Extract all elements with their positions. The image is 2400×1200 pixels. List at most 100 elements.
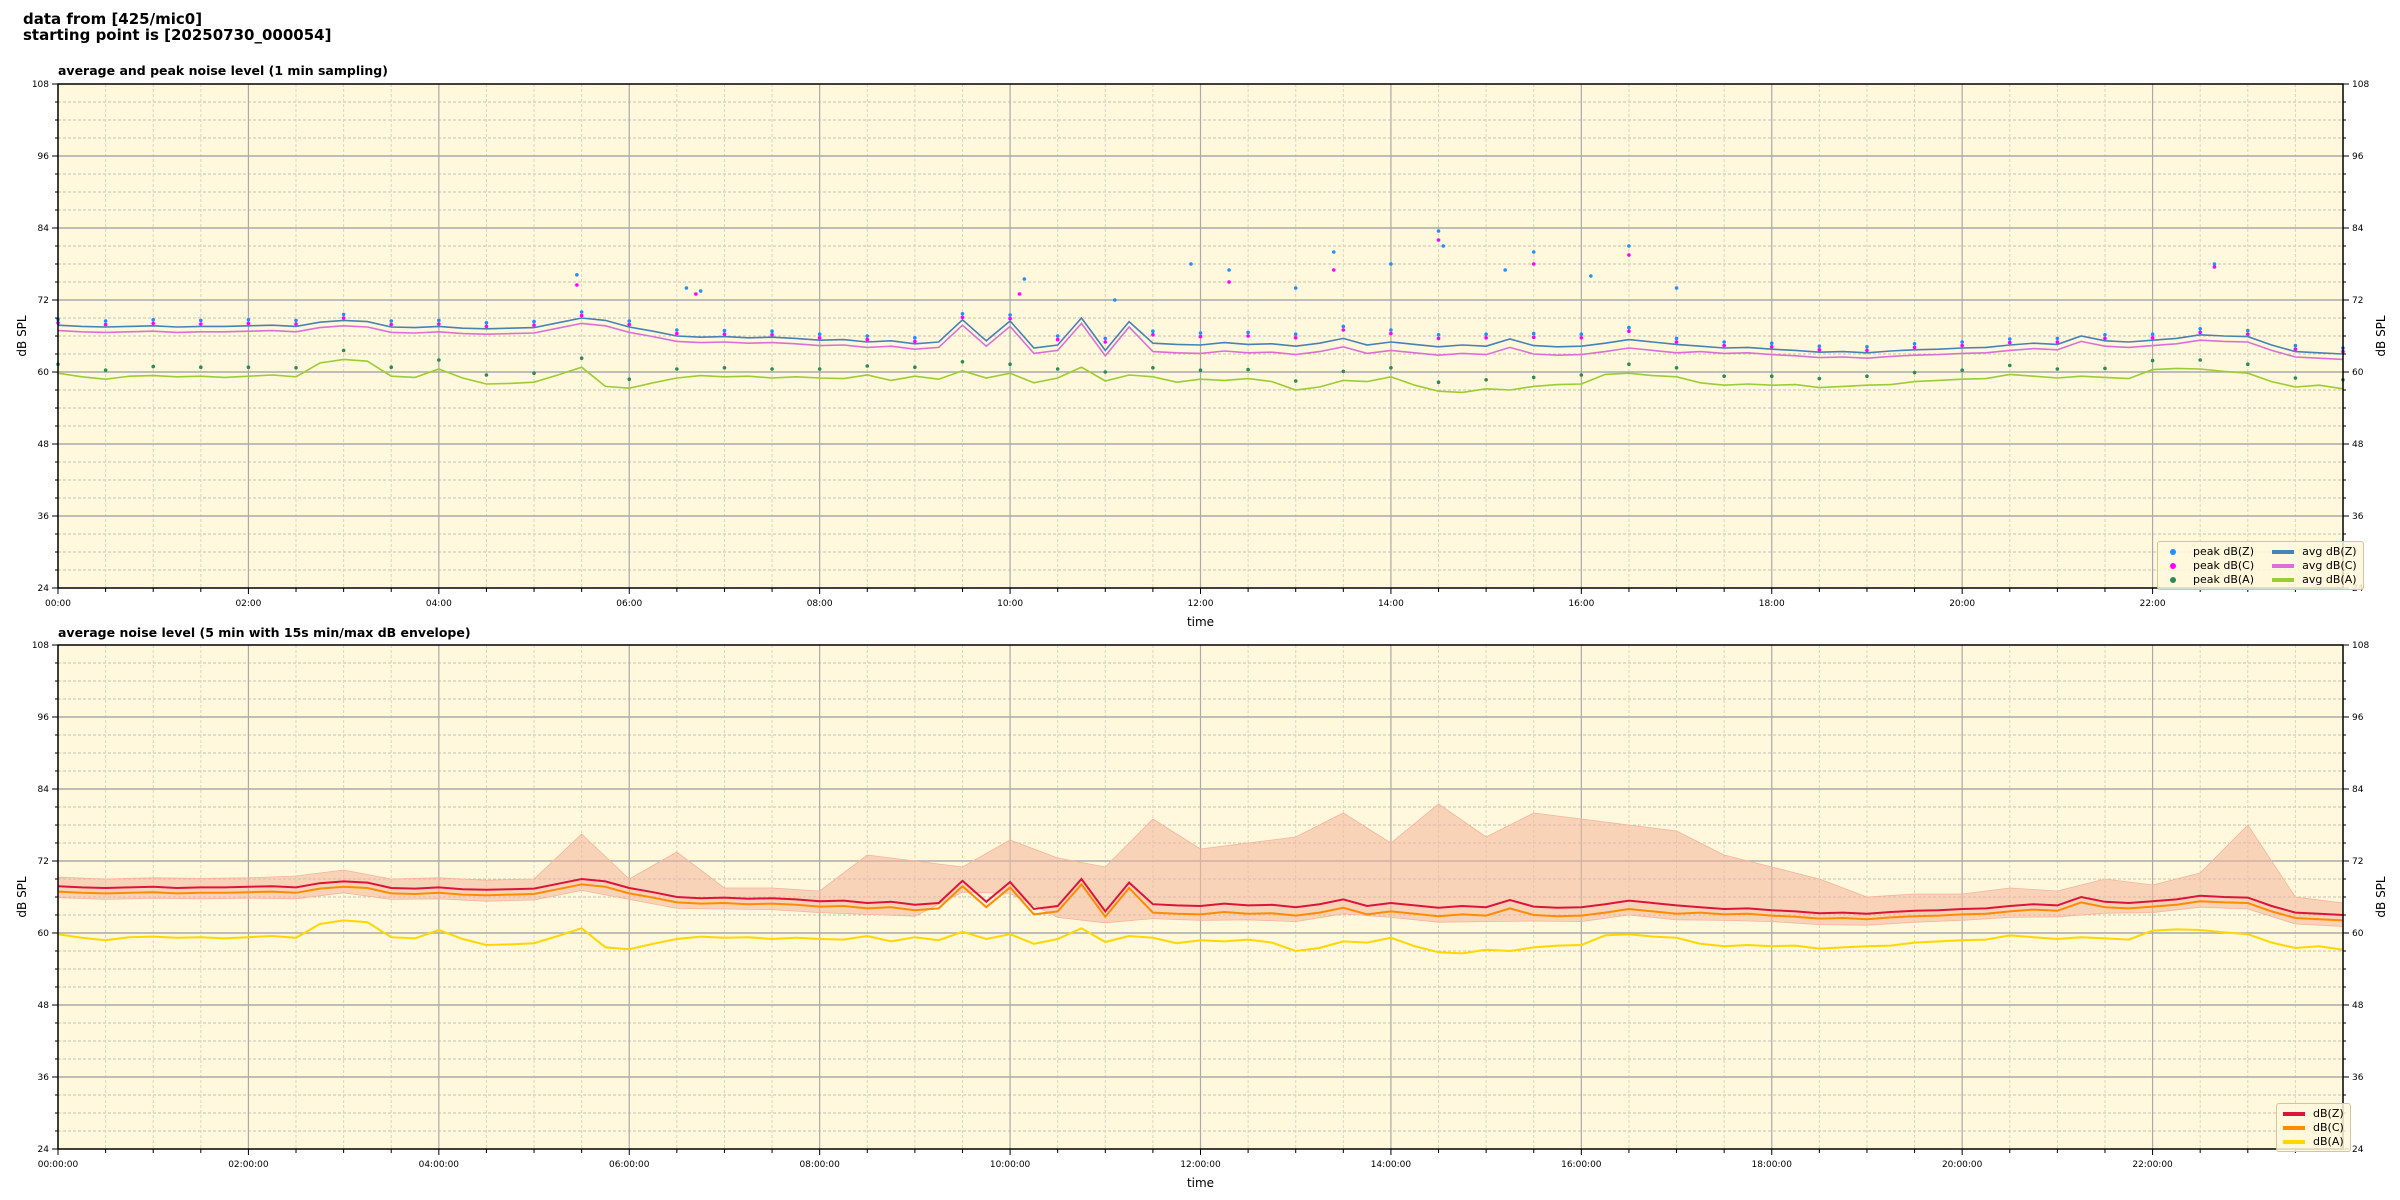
point-peak-db-c [770, 333, 774, 337]
legend-line [2272, 563, 2295, 568]
outlier-peak-db-z [1589, 274, 1593, 278]
point-peak-db-c [1531, 335, 1536, 340]
point-peak-db-a [437, 358, 441, 362]
outlier-peak-db-z [1389, 262, 1393, 266]
y-tick-label-right: 72 [2352, 857, 2363, 867]
x-tick-label: 10:00 [997, 599, 1023, 609]
point-peak-db-z [1912, 342, 1917, 346]
point-peak-db-c [199, 322, 203, 326]
legend-avg-z: avg dB(Z) [2272, 545, 2357, 558]
point-peak-db-c [627, 322, 632, 327]
y-tick-label-right: 36 [2352, 512, 2364, 522]
chart-1: 242436364848606072728484969610810800:000… [15, 80, 2388, 629]
x-tick-label: 06:00 [616, 599, 642, 609]
point-peak-db-c [1008, 316, 1012, 321]
point-peak-db-a [2150, 358, 2155, 363]
point-peak-db-z [294, 318, 298, 323]
point-peak-db-a [817, 367, 822, 371]
point-peak-db-c [1817, 348, 1822, 352]
point-peak-db-a [2293, 376, 2298, 380]
point-peak-db-c [1960, 343, 1964, 348]
legend-label: peak dB(Z) [2193, 545, 2255, 558]
chart-2-legend: dB(Z) dB(C) dB(A) [2276, 1103, 2351, 1152]
point-peak-db-z [1198, 331, 1203, 335]
outlier-peak-db-z [1227, 268, 1231, 272]
series-line-avg-db-z [57, 316, 2344, 355]
point-peak-db-c [1627, 329, 1631, 334]
y-tick-label-right: 108 [2352, 80, 2369, 90]
x-tick-label: 02:00 [235, 599, 261, 609]
chart-1-title: average and peak noise level (1 min samp… [58, 63, 388, 78]
point-peak-db-z [103, 319, 108, 323]
point-peak-db-z [675, 328, 679, 332]
point-peak-db-a [103, 368, 108, 373]
chart-2: 24 24 36 36 48 48 60 60 72 72 84 84 96 96 108 108 00:00:… [15, 641, 2388, 1190]
outlier-peak-db-z [1113, 298, 1117, 302]
point-peak-db-z [1817, 344, 1822, 349]
point-peak-db-z [2245, 328, 2250, 333]
point-peak-db-c [1674, 340, 1679, 344]
point-peak-db-z [722, 328, 727, 333]
x-tick-label: 18:00 [1759, 599, 1785, 609]
x-tick-label: 20:00:00 [1942, 1160, 1983, 1170]
outlier-peak-db-z [698, 289, 703, 293]
legend-label: dB(Z) [2313, 1107, 2344, 1120]
outlier-peak-db-z [1022, 277, 1027, 281]
point-peak-db-c [1865, 348, 1869, 353]
point-peak-db-c [1579, 336, 1584, 340]
point-peak-db-c [1198, 334, 1203, 339]
x-tick-label: 16:00:00 [1561, 1160, 1602, 1170]
y-tick-label-left: 96 [38, 152, 50, 162]
point-peak-db-z [484, 321, 489, 325]
outlier-peak-db-c [2212, 265, 2217, 269]
y-tick-label-left: 72 [38, 857, 49, 867]
x-tick-label: 04:00 [426, 599, 452, 609]
point-peak-db-c [2007, 340, 2012, 345]
point-peak-db-a [246, 365, 251, 370]
point-peak-db-a [199, 365, 203, 370]
point-peak-db-a [722, 366, 727, 370]
point-peak-db-a [1246, 367, 1250, 372]
outlier-peak-db-z [1441, 244, 1446, 248]
x-tick-label: 16:00 [1568, 599, 1594, 609]
outlier-peak-db-z [575, 273, 579, 277]
x-tick-label: 08:00 [807, 599, 833, 609]
point-peak-db-c [246, 321, 251, 326]
point-peak-db-a [2103, 366, 2107, 371]
point-peak-db-a [2007, 363, 2012, 368]
y-tick-label-right: 60 [2352, 368, 2364, 378]
series-line-db-c [57, 882, 2344, 922]
point-peak-db-z [627, 319, 632, 323]
legend-label: dB(C) [2313, 1121, 2344, 1134]
y-tick-label-right: 84 [2352, 224, 2364, 234]
y-tick-label-left: 84 [38, 224, 50, 234]
y-tick-label-left: 48 [38, 440, 50, 450]
point-peak-db-z [437, 318, 441, 323]
point-peak-db-c [2293, 347, 2298, 352]
legend-c: dB(C) [2283, 1121, 2344, 1134]
point-peak-db-z [1674, 336, 1679, 341]
point-peak-db-c [817, 336, 822, 340]
y-tick-label-left: 36 [38, 1073, 50, 1083]
y-axis-label-right: dB SPL [2374, 315, 2388, 357]
x-tick-label: 02:00:00 [228, 1160, 269, 1170]
outlier-peak-db-z [1293, 286, 1298, 290]
point-peak-db-z [1293, 332, 1298, 337]
header-starting-point: starting point is [20250730_000054] [23, 26, 332, 44]
outlier-peak-db-z [1531, 250, 1536, 254]
point-peak-db-a [2245, 362, 2250, 367]
legend-label: peak dB(C) [2193, 559, 2255, 572]
point-peak-db-c [1389, 331, 1393, 336]
legend-marker [2170, 548, 2176, 555]
point-peak-db-c [722, 332, 727, 337]
legend-label: avg dB(C) [2302, 559, 2357, 572]
point-peak-db-z [246, 318, 251, 322]
x-tick-label: 10:00:00 [990, 1160, 1031, 1170]
point-peak-db-z [1151, 329, 1155, 334]
point-peak-db-a [1198, 368, 1203, 373]
series-line-avg-db-c [57, 322, 2344, 361]
series-line-db-z [57, 877, 2344, 916]
point-peak-db-z [1341, 324, 1346, 329]
series-line-db-a [57, 919, 2344, 955]
x-tick-label: 20:00 [1949, 599, 1975, 609]
